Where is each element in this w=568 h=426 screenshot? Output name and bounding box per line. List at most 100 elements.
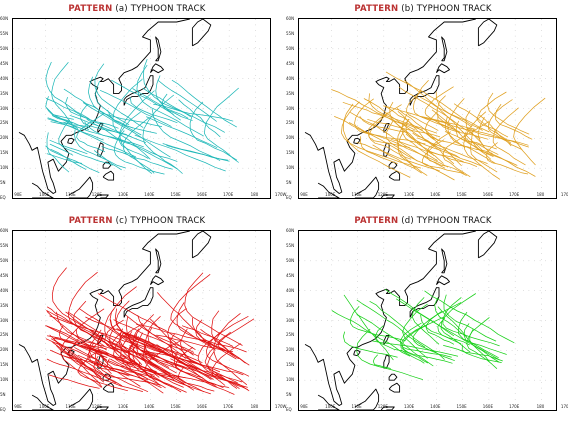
- track-line: [88, 76, 142, 136]
- map-svg: [13, 19, 270, 198]
- map-svg: [299, 19, 556, 198]
- track-line: [138, 362, 186, 379]
- track-line: [45, 325, 134, 366]
- track-line: [119, 90, 155, 174]
- track-line: [111, 79, 174, 115]
- coastline: [102, 382, 115, 393]
- track-line: [343, 331, 398, 358]
- lat-label: 50N: [286, 257, 295, 263]
- track-line: [192, 317, 237, 360]
- track-line: [477, 116, 536, 177]
- track-line: [469, 328, 500, 361]
- track-line: [122, 117, 155, 174]
- coastline: [102, 161, 112, 169]
- coastline: [67, 137, 75, 145]
- coastline: [123, 287, 154, 318]
- track-line: [431, 109, 492, 160]
- track-line: [144, 327, 195, 391]
- track-line: [142, 94, 183, 174]
- track-line: [161, 93, 193, 122]
- track-line: [129, 97, 178, 124]
- lon-label: 120E: [91, 192, 102, 197]
- track-line: [350, 111, 446, 169]
- track-line: [47, 335, 107, 350]
- track-line: [166, 145, 228, 161]
- lat-label: 30N: [0, 105, 9, 111]
- lon-label: 120E: [377, 192, 388, 197]
- track-line: [153, 103, 234, 122]
- track-line: [466, 317, 498, 369]
- track-line: [53, 339, 103, 388]
- track-line: [443, 345, 503, 362]
- lon-label: 120E: [91, 404, 102, 409]
- lat-label: 55N: [0, 30, 9, 36]
- coastline: [304, 19, 476, 194]
- coastline: [354, 176, 380, 198]
- track-line: [442, 297, 500, 347]
- track-line: [174, 346, 203, 379]
- track-line: [184, 272, 243, 346]
- coastline: [477, 231, 498, 259]
- track-line: [50, 121, 104, 141]
- track-line: [136, 324, 247, 353]
- coastlines: [304, 19, 498, 198]
- track-line: [76, 113, 106, 153]
- track-line: [181, 325, 234, 347]
- lon-label: 150E: [170, 192, 181, 197]
- lat-label: 45N: [0, 60, 9, 66]
- panel-b: PATTERN (b) TYPHOON TRACK 60N 55N 50N 45N 40…: [286, 2, 568, 202]
- lon-label: 90E: [300, 192, 308, 197]
- track-line: [149, 318, 196, 363]
- lat-label: 45N: [286, 272, 295, 278]
- lat-label: 35N: [286, 302, 295, 308]
- typhoon-tracks: [331, 288, 515, 380]
- lat-label: 30N: [286, 317, 295, 323]
- track-line: [94, 80, 130, 126]
- panel-title: PATTERN (b) TYPHOON TRACK: [288, 4, 558, 14]
- lat-label: 15N: [286, 150, 295, 156]
- lon-label: 160E: [196, 192, 207, 197]
- track-map: [12, 18, 271, 199]
- track-line: [367, 118, 441, 138]
- track-line: [94, 349, 149, 393]
- track-line: [421, 117, 529, 146]
- track-line: [170, 274, 213, 349]
- track-line: [341, 101, 422, 169]
- coastline: [380, 406, 395, 410]
- panel-title: PATTERN (c) TYPHOON TRACK: [2, 216, 272, 226]
- coastline: [383, 122, 390, 133]
- track-line: [146, 116, 218, 149]
- track-line: [424, 290, 515, 344]
- track-line: [53, 114, 74, 120]
- track-line: [157, 79, 217, 122]
- lat-label: 25N: [0, 332, 9, 338]
- track-line: [421, 139, 467, 176]
- coastline: [97, 122, 104, 133]
- lat-label: 30N: [286, 105, 295, 111]
- panel-title: PATTERN (a) TYPHOON TRACK: [2, 4, 272, 14]
- track-line: [115, 308, 171, 356]
- track-line: [52, 115, 73, 124]
- lat-label: 25N: [0, 120, 9, 126]
- track-line: [77, 354, 162, 388]
- track-line: [58, 119, 113, 166]
- track-line: [495, 103, 533, 140]
- title-rest: (c) TYPHOON TRACK: [115, 216, 206, 226]
- title-prefix: PATTERN: [68, 4, 113, 14]
- track-line: [444, 131, 494, 157]
- track-line: [87, 337, 155, 377]
- track-line: [49, 143, 74, 156]
- lon-label: 180: [250, 192, 259, 197]
- lon-label: 170E: [223, 404, 234, 409]
- track-line: [106, 358, 130, 377]
- track-line: [356, 299, 426, 348]
- coastline: [317, 394, 340, 410]
- track-line: [385, 71, 490, 133]
- lat-label: EQ: [286, 407, 292, 412]
- track-line: [396, 108, 440, 142]
- lat-label: EQ: [0, 407, 6, 412]
- track-line: [206, 332, 250, 377]
- coastline: [68, 176, 94, 198]
- track-line: [51, 267, 119, 348]
- coastline: [191, 19, 212, 47]
